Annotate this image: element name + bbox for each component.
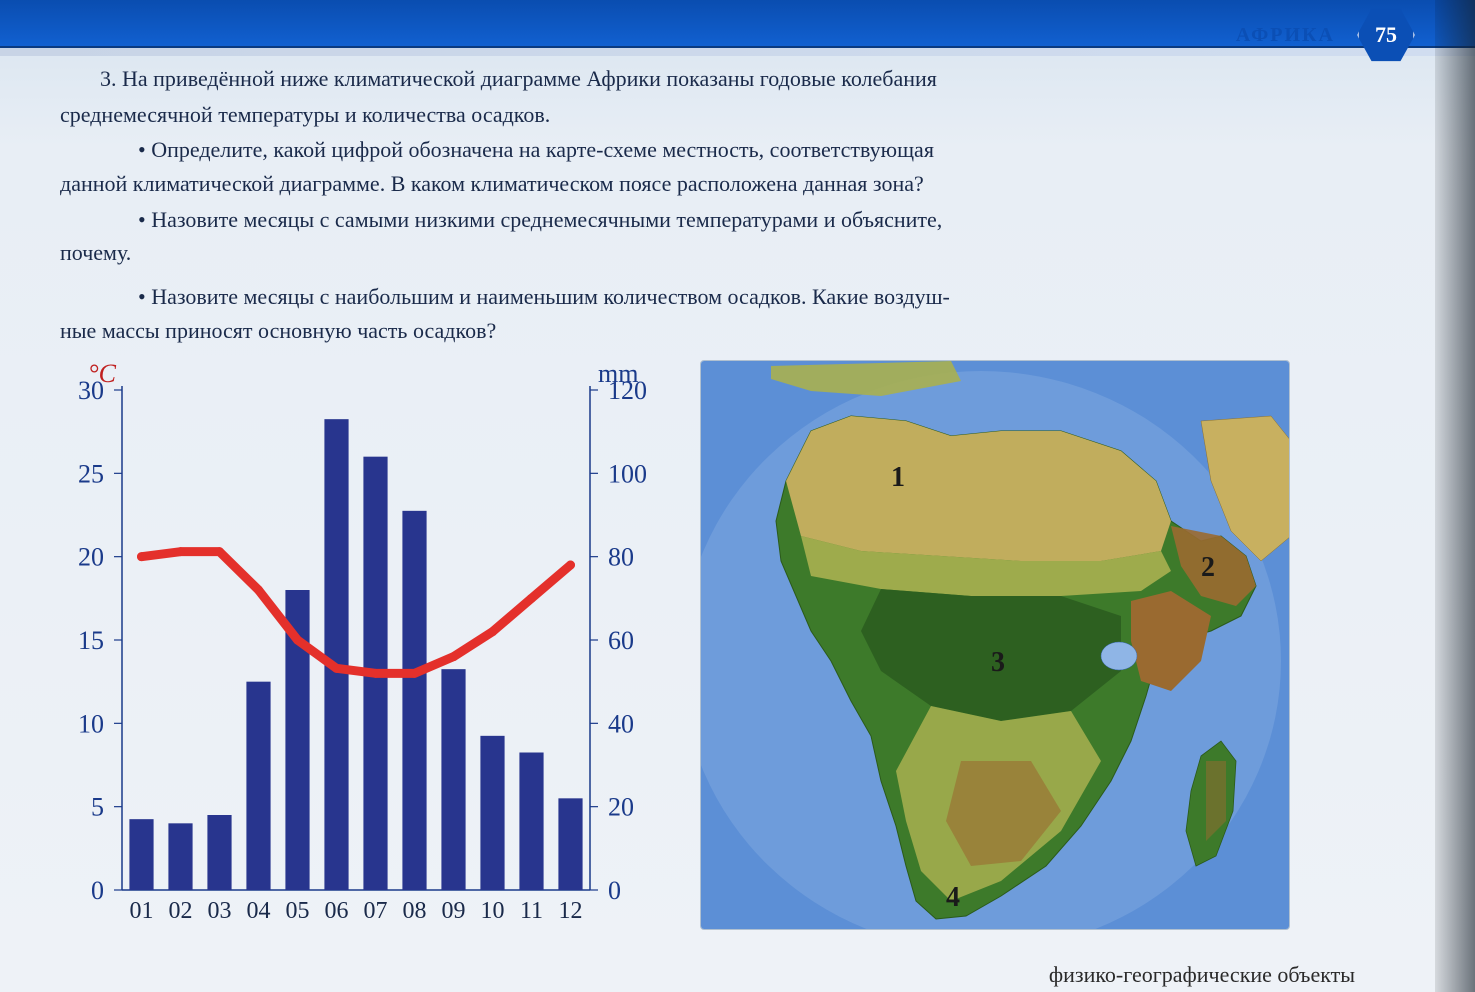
bullet-3-text-1: Назовите месяцы с наибольшим и наименьши…	[151, 284, 950, 309]
svg-text:40: 40	[608, 709, 634, 738]
bottom-caption-fragment: физико-географические объекты	[1049, 962, 1355, 988]
bullet-2-line-2: почему.	[60, 238, 1395, 268]
svg-text:60: 60	[608, 626, 634, 655]
svg-text:02: 02	[169, 898, 193, 924]
bullet-1-line-2: данной климатической диаграмме. В каком …	[60, 169, 1395, 199]
intro-line-2: среднемесячной температуры и количества …	[60, 100, 1395, 130]
svg-text:1: 1	[891, 462, 905, 493]
svg-text:12: 12	[559, 898, 583, 924]
svg-text:0: 0	[608, 876, 621, 905]
page-number: 75	[1375, 22, 1397, 48]
bullet-3-line-2: ные массы приносят основную часть осадко…	[60, 316, 1395, 346]
svg-text:2: 2	[1201, 552, 1215, 583]
header-stripe	[0, 48, 1475, 56]
svg-text:4: 4	[946, 882, 960, 913]
svg-text:06: 06	[325, 898, 349, 924]
svg-text:100: 100	[608, 459, 647, 488]
svg-text:07: 07	[364, 898, 388, 924]
svg-text:09: 09	[442, 898, 466, 924]
bullet-dot: •	[138, 207, 146, 232]
svg-text:20: 20	[78, 542, 104, 571]
bullet-1-line-1: • Определите, какой цифрой обозначена на…	[60, 135, 1395, 165]
book-edge-shadow	[1435, 0, 1475, 992]
africa-map: 1 2 3 4	[700, 360, 1290, 930]
svg-text:05: 05	[286, 898, 310, 924]
svg-text:20: 20	[608, 792, 634, 821]
svg-text:10: 10	[481, 898, 505, 924]
svg-text:30: 30	[78, 376, 104, 405]
svg-text:11: 11	[520, 898, 543, 924]
figures-row: °Cmm051015202530020406080100120010203040…	[60, 360, 1395, 948]
svg-text:120: 120	[608, 376, 647, 405]
climate-chart-svg: °Cmm051015202530020406080100120010203040…	[60, 360, 660, 940]
svg-text:5: 5	[91, 792, 104, 821]
bullet-2-line-1: • Назовите месяцы с самыми низкими средн…	[60, 205, 1395, 235]
section-label: АФРИКА	[1236, 24, 1335, 47]
svg-text:04: 04	[247, 898, 271, 924]
africa-map-svg: 1 2 3 4	[701, 361, 1290, 930]
bullet-3-line-1: • Назовите месяцы с наибольшим и наимень…	[60, 282, 1395, 312]
bullet-dot: •	[138, 137, 146, 162]
svg-text:25: 25	[78, 459, 104, 488]
svg-text:0: 0	[91, 876, 104, 905]
svg-text:03: 03	[208, 898, 232, 924]
intro-line-1: 3. На приведённой ниже климатической диа…	[60, 64, 1395, 94]
svg-text:80: 80	[608, 542, 634, 571]
svg-text:01: 01	[130, 898, 154, 924]
svg-text:08: 08	[403, 898, 427, 924]
climate-chart: °Cmm051015202530020406080100120010203040…	[60, 360, 660, 948]
svg-text:10: 10	[78, 709, 104, 738]
svg-text:15: 15	[78, 626, 104, 655]
exercise-content: 3. На приведённой ниже климатической диа…	[0, 48, 1475, 947]
bullet-dot: •	[138, 284, 146, 309]
bullet-2-text-1: Назовите месяцы с самыми низкими среднем…	[151, 207, 942, 232]
svg-text:3: 3	[991, 647, 1005, 678]
bullet-1-text-1: Определите, какой цифрой обозначена на к…	[151, 137, 934, 162]
